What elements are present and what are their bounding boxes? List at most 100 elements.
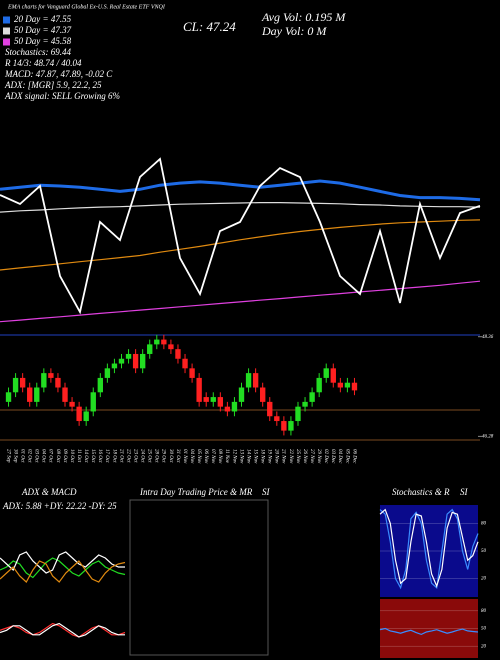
candle-body	[175, 349, 181, 359]
annotation: ADX signal: SELL Growing 6%	[4, 91, 120, 101]
candle-body	[252, 373, 259, 388]
y-tick-label: 50	[481, 549, 487, 554]
candle-body	[55, 377, 61, 388]
x-tick-label: 04 Oct	[41, 449, 46, 463]
candle-body	[111, 363, 118, 369]
x-tick-label: 03 Oct	[34, 449, 39, 463]
x-tick-label: 24 Oct	[140, 449, 145, 463]
candle-body	[281, 421, 287, 431]
annotation: R 14/3: 48.74 / 40.04	[4, 58, 82, 68]
candle-body	[337, 382, 344, 388]
annotation: Day Vol: 0 M	[261, 24, 327, 38]
legend-swatch	[3, 38, 10, 46]
x-tick-label: 25 Oct	[147, 449, 152, 463]
y-tick-label: 48.36	[482, 335, 494, 340]
x-tick-label: 15 Nov	[252, 449, 257, 464]
x-tick-label: 27 Nov	[309, 449, 314, 464]
candle-body	[97, 377, 103, 393]
x-tick-label: 09 Oct	[62, 449, 67, 463]
x-tick-label: 08 Nov	[217, 449, 222, 464]
candle-body	[224, 406, 231, 412]
candle-body	[41, 373, 47, 388]
x-tick-label: 29 Nov	[316, 449, 321, 464]
x-tick-label: 14 Oct	[83, 449, 88, 463]
candle-body	[118, 358, 125, 364]
x-tick-label: 31 Oct	[175, 449, 180, 463]
candle-body	[48, 373, 54, 378]
series-line	[379, 508, 479, 590]
y-tick-label: 20	[481, 577, 487, 582]
series-line	[0, 622, 126, 638]
x-tick-label: 12 Nov	[231, 449, 236, 464]
candle-body	[27, 387, 33, 402]
x-tick-label: 14 Nov	[245, 449, 250, 464]
x-tick-label: 01 Nov	[182, 449, 187, 464]
series-line	[0, 622, 125, 638]
series-line	[379, 627, 479, 636]
x-tick-label: 03 Dec	[330, 449, 335, 464]
panel-background	[380, 599, 478, 658]
candle-body	[267, 401, 273, 417]
candle-body	[69, 401, 75, 407]
annotation: MACD: 47.87, 47.89, -0.02 C	[4, 69, 113, 79]
x-tick-label: 05 Nov	[196, 449, 201, 464]
candle-body	[182, 358, 188, 369]
candle-body	[19, 377, 26, 388]
candle-body	[274, 416, 280, 422]
series-line	[0, 560, 126, 583]
candle-body	[161, 339, 167, 345]
candle-body	[231, 401, 238, 412]
series-line	[0, 219, 481, 271]
x-tick-label: 04 Dec	[337, 449, 342, 464]
y-tick-label: 80	[481, 522, 487, 527]
annotation: Avg Vol: 0.195 M	[261, 10, 346, 24]
x-tick-label: 08 Oct	[55, 449, 60, 463]
x-tick-label: 21 Nov	[281, 449, 286, 464]
x-tick-label: 22 Oct	[125, 449, 130, 463]
candle-body	[210, 397, 216, 402]
candle-body	[189, 368, 195, 378]
x-tick-label: 11 Nov	[224, 449, 229, 464]
y-tick-label: 20	[481, 644, 487, 649]
x-tick-label: 11 Oct	[76, 449, 81, 463]
intraday-box	[129, 499, 269, 656]
candle-body	[5, 392, 12, 402]
panel-title: Intra Day Trading Price & MR	[139, 487, 253, 497]
legend-label: 50 Day = 45.58	[14, 36, 72, 46]
x-tick-label: 30 Sep	[12, 449, 17, 463]
candle-body	[295, 406, 301, 422]
panel-title: Stochastics & R	[392, 487, 450, 497]
candle-body	[139, 353, 146, 369]
x-tick-label: 02 Dec	[323, 449, 328, 464]
x-tick-label: 28 Oct	[154, 449, 159, 463]
y-tick-label: 80	[481, 609, 487, 614]
x-tick-label: 18 Oct	[111, 449, 116, 463]
x-tick-label: 04 Nov	[189, 449, 194, 464]
annotation: EMA charts for Vanguard Global Ex-U.S. R…	[7, 3, 166, 10]
candle-body	[76, 406, 82, 422]
panel-title: ADX & MACD	[21, 487, 77, 497]
x-tick-label: 29 Oct	[161, 449, 166, 463]
candle-body	[90, 392, 96, 412]
candle-body	[125, 353, 132, 359]
candle-body	[288, 421, 294, 431]
x-tick-label: 27 Sep	[5, 449, 10, 463]
candle-body	[344, 382, 351, 388]
series-line	[0, 202, 481, 213]
series-line	[0, 157, 481, 315]
candle-body	[238, 387, 245, 402]
y-tick-label: 46.28	[482, 435, 494, 440]
candle-body	[12, 377, 19, 393]
candle-body	[196, 377, 202, 402]
x-tick-label: 13 Nov	[238, 449, 243, 464]
x-tick-label: 06 Dec	[351, 449, 356, 464]
candle-body	[351, 382, 358, 391]
series-line	[379, 508, 479, 588]
panel-background	[380, 505, 478, 597]
x-tick-label: 21 Oct	[118, 449, 123, 463]
candle-body	[245, 373, 252, 388]
annotation: ADX: [MGR] 5.9, 22.2, 25	[4, 80, 102, 90]
legend-swatch	[3, 16, 10, 24]
candle-body	[203, 397, 209, 402]
